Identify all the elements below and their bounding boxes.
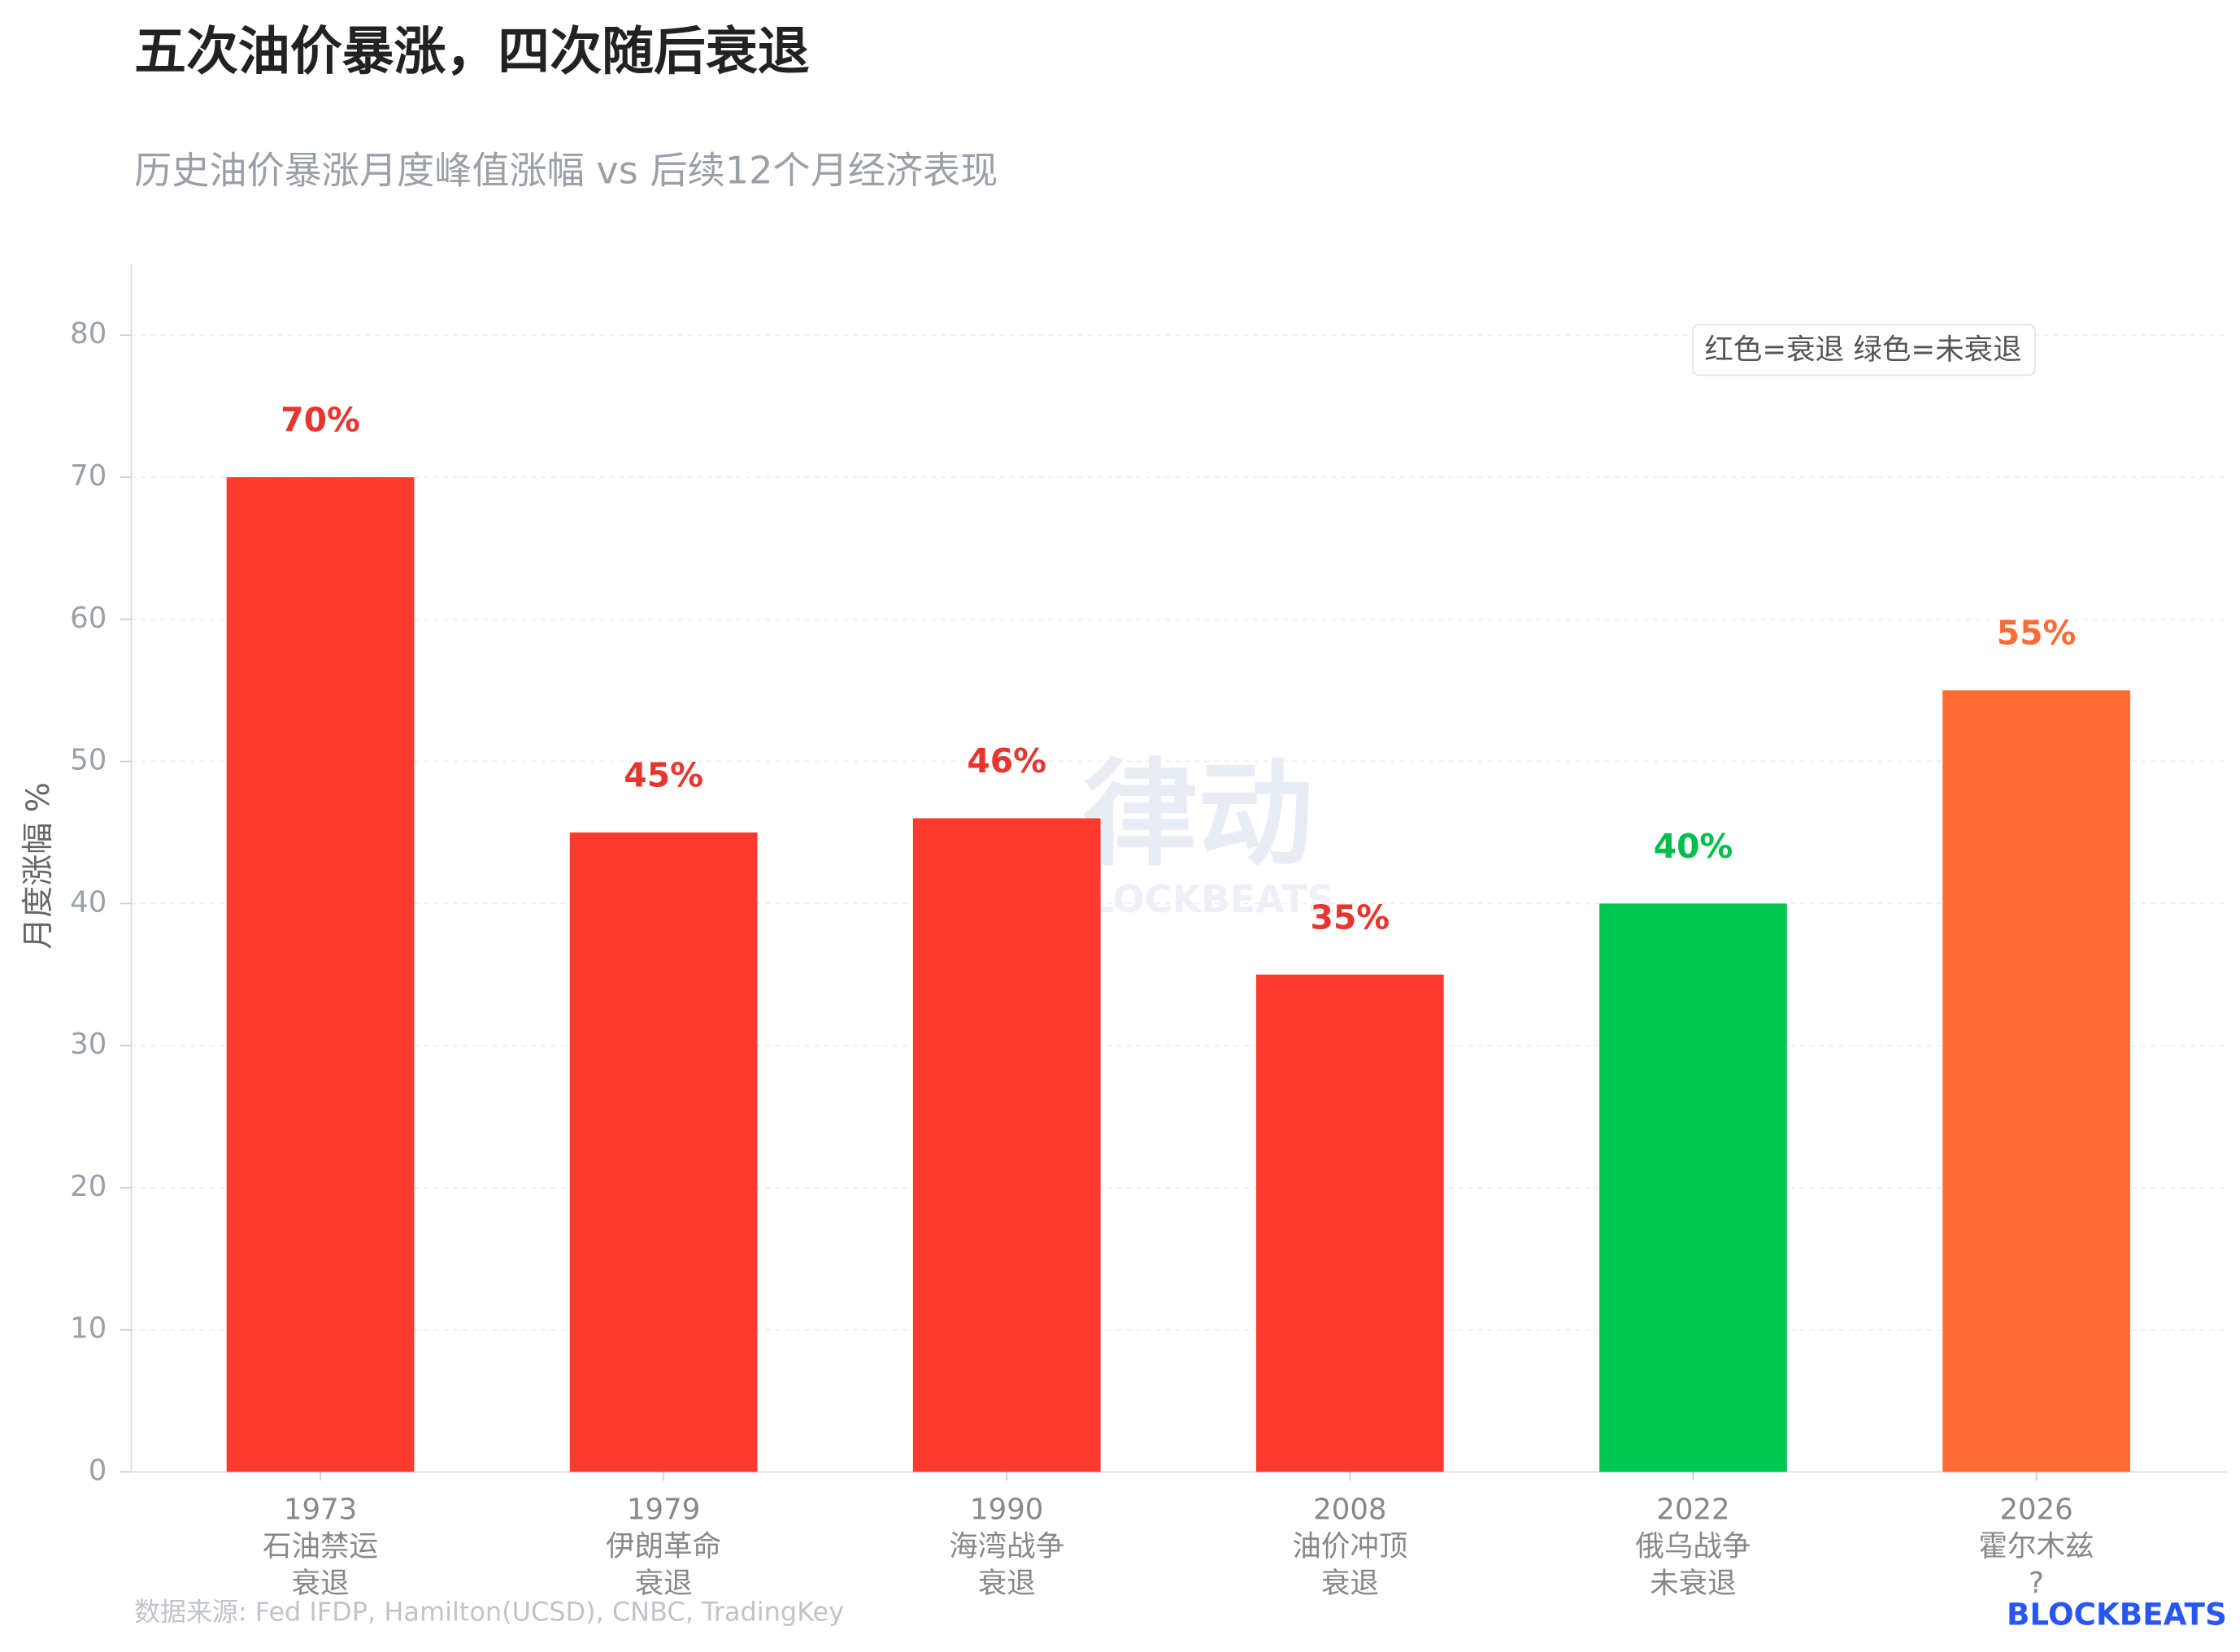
value-label: 35% bbox=[1310, 898, 1390, 937]
watermark: 律动 bbox=[1082, 748, 1313, 882]
x-tick-label: 衰退 bbox=[978, 1567, 1036, 1600]
x-tick-label: 未衰退 bbox=[1650, 1567, 1737, 1600]
x-tick-label: 衰退 bbox=[1321, 1567, 1379, 1600]
bar bbox=[226, 477, 415, 1472]
x-tick-label: 霍尔木兹 bbox=[1979, 1530, 2094, 1563]
value-label: 40% bbox=[1654, 827, 1733, 866]
bar bbox=[1255, 974, 1444, 1472]
value-label: 55% bbox=[1997, 614, 2077, 653]
chart-title: 五次油价暴涨，四次随后衰退 bbox=[134, 22, 810, 82]
x-tick-label: 1990 bbox=[970, 1493, 1043, 1526]
x-tick-label: 1973 bbox=[284, 1493, 357, 1526]
x-tick-label: 伊朗革命 bbox=[606, 1530, 721, 1563]
x-tick-label: 2008 bbox=[1313, 1493, 1386, 1526]
y-tick-label: 10 bbox=[70, 1312, 107, 1346]
x-tick-label: 俄乌战争 bbox=[1635, 1530, 1751, 1563]
value-label: 46% bbox=[967, 741, 1046, 780]
legend-note: 红色=衰退 绿色=未衰退 bbox=[1704, 333, 2021, 366]
x-tick-label: 海湾战争 bbox=[949, 1530, 1064, 1563]
y-tick-label: 0 bbox=[89, 1454, 107, 1488]
value-label: 45% bbox=[624, 756, 703, 795]
y-tick-label: 70 bbox=[70, 459, 107, 493]
bar bbox=[1599, 903, 1787, 1472]
bar bbox=[569, 832, 758, 1472]
y-tick-label: 60 bbox=[70, 602, 107, 635]
bar bbox=[1942, 690, 2130, 1472]
source: 数据来源: Fed IFDP, Hamilton(UCSD), CNBC, Tr… bbox=[134, 1596, 844, 1627]
y-tick-label: 80 bbox=[70, 317, 107, 350]
x-tick-label: 衰退 bbox=[635, 1567, 693, 1600]
bar bbox=[912, 818, 1101, 1472]
value-label: 70% bbox=[281, 401, 360, 440]
logo: BLOCKBEATS bbox=[2007, 1597, 2227, 1632]
watermark: BLOCKBEATS bbox=[1062, 877, 1334, 921]
x-tick-label: 石油禁运 bbox=[263, 1530, 378, 1563]
y-tick-label: 40 bbox=[70, 885, 107, 919]
x-tick-label: 衰退 bbox=[292, 1567, 350, 1600]
y-axis-label: 月度涨幅 % bbox=[20, 782, 57, 950]
y-tick-label: 30 bbox=[70, 1028, 107, 1061]
y-tick-label: 50 bbox=[70, 744, 107, 777]
legend-box bbox=[1692, 324, 2036, 376]
x-tick-label: 1979 bbox=[627, 1493, 700, 1526]
x-tick-label: 2022 bbox=[1656, 1493, 1729, 1526]
y-tick-label: 20 bbox=[70, 1170, 107, 1203]
x-tick-label: ? bbox=[2029, 1567, 2044, 1600]
chart-subtitle: 历史油价暴涨月度峰值涨幅 vs 后续12个月经济表现 bbox=[134, 149, 998, 193]
x-tick-label: 油价冲顶 bbox=[1292, 1530, 1407, 1563]
x-tick-label: 2026 bbox=[1999, 1493, 2073, 1526]
